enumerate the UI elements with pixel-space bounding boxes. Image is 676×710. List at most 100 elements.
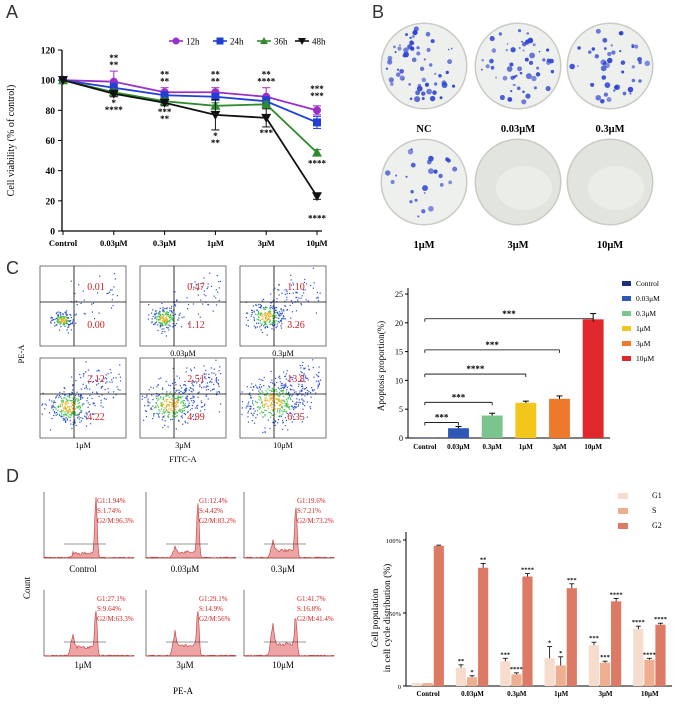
flow-event — [268, 321, 270, 324]
flow-event — [81, 404, 84, 406]
flow-event — [166, 308, 168, 310]
flow-event — [219, 366, 221, 368]
flow-event — [161, 302, 163, 305]
significance-stars: **** — [521, 567, 534, 574]
flow-event — [215, 378, 217, 380]
y-tick-label: 80 — [46, 107, 56, 117]
colony — [451, 84, 456, 88]
flow-event — [317, 385, 319, 387]
flow-event — [280, 314, 282, 316]
flow-event — [45, 404, 48, 406]
flow-event — [193, 401, 196, 403]
flow-event — [210, 367, 212, 369]
flow-event — [186, 367, 188, 369]
y-tick-label: 100 — [41, 77, 56, 87]
flow-event — [80, 396, 82, 398]
flow-event — [96, 370, 98, 372]
flow-event — [178, 420, 180, 422]
flow-event — [71, 402, 73, 404]
flow-event — [154, 316, 156, 318]
flow-event — [313, 376, 315, 378]
hist-fill — [243, 618, 335, 657]
flow-event — [253, 320, 255, 322]
colony — [535, 72, 541, 77]
histogram-plot: G1:1.94%S:1.74%G2/M:96.3% — [43, 492, 135, 559]
flow-event — [80, 302, 82, 305]
flow-event — [311, 389, 314, 391]
colony — [505, 48, 508, 52]
flow-event — [184, 406, 186, 409]
flow-event — [272, 397, 274, 399]
flow-event — [119, 364, 121, 366]
flow-event — [71, 404, 73, 407]
flow-event — [74, 421, 76, 423]
flow-event — [76, 417, 79, 419]
flow-event — [174, 304, 176, 306]
flow-event — [162, 410, 165, 412]
flow-event — [175, 323, 178, 325]
flow-event — [253, 408, 255, 410]
flow-event — [289, 412, 291, 415]
flow-event — [159, 313, 161, 315]
flow-event — [67, 412, 69, 414]
colony — [595, 28, 601, 34]
flow-event — [164, 407, 166, 409]
point-48h — [312, 192, 322, 202]
flow-event — [64, 320, 66, 322]
legend-marker — [216, 37, 224, 45]
flow-event — [213, 295, 215, 297]
flow-event — [64, 311, 66, 313]
flow-event — [252, 305, 254, 307]
flow-event — [286, 394, 288, 396]
colony — [429, 95, 436, 102]
flow-event — [55, 313, 58, 315]
colony — [394, 51, 397, 54]
flow-event — [297, 394, 300, 396]
flow-event — [256, 326, 258, 328]
flow-event — [75, 414, 77, 417]
flow-event — [269, 389, 271, 392]
significance-stars: **** — [105, 105, 124, 115]
flow-event — [70, 415, 72, 417]
flow-event — [72, 404, 74, 407]
flow-event — [205, 395, 207, 397]
flow-event — [269, 318, 271, 320]
flow-event — [112, 377, 115, 379]
flow-event — [282, 411, 285, 413]
flow-event — [297, 404, 300, 406]
flow-event — [277, 321, 279, 323]
flow-event — [284, 375, 286, 378]
flow-event — [160, 403, 162, 405]
flow-event — [247, 412, 249, 414]
quadrant-ur-value: 13.8 — [287, 374, 305, 385]
flow-event — [267, 311, 270, 313]
flow-event — [278, 395, 280, 397]
flow-event — [166, 315, 168, 317]
flow-event — [262, 403, 264, 406]
colony — [385, 170, 391, 176]
flow-event — [165, 399, 167, 401]
flow-event — [180, 396, 182, 398]
flow-event — [299, 392, 301, 394]
flow-event — [166, 307, 168, 309]
flow-event — [76, 304, 78, 306]
flow-event — [282, 317, 284, 319]
flow-event — [72, 401, 74, 403]
flow-event — [178, 314, 181, 316]
flow-event — [282, 400, 284, 402]
colony — [610, 44, 613, 47]
bar-G2 — [566, 588, 577, 686]
flow-event — [95, 380, 98, 382]
flow-event — [152, 323, 155, 326]
flow-event — [151, 322, 153, 324]
flow-event — [261, 312, 263, 314]
bar-4 — [549, 398, 570, 438]
flow-event — [219, 280, 221, 282]
flow-event — [119, 389, 121, 391]
flow-event — [63, 320, 65, 322]
flow-event — [165, 318, 167, 320]
colony — [538, 50, 541, 53]
flow-event — [291, 311, 294, 313]
colony — [423, 192, 426, 194]
flow-event — [57, 315, 60, 317]
